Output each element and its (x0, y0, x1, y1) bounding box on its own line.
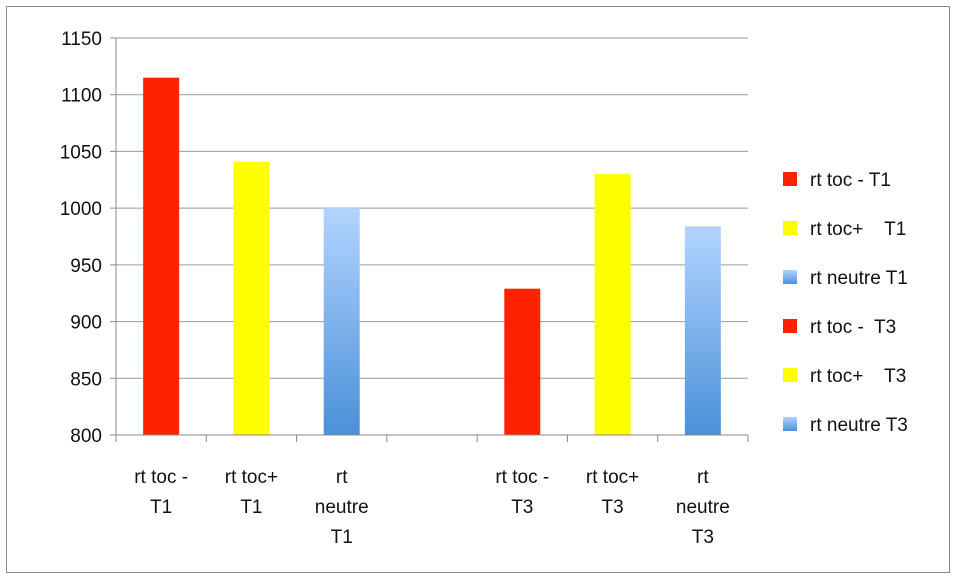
legend-swatch (783, 368, 797, 382)
legend-label: rt toc+ T1 (810, 219, 906, 240)
x-category-label: rt toc - (495, 467, 549, 488)
x-category-label: rt (336, 467, 348, 488)
x-category-label: rt (697, 467, 709, 488)
y-tick-label: 1050 (60, 142, 102, 163)
x-category-label: rt toc+ (225, 467, 278, 488)
y-tick-label: 800 (70, 426, 102, 447)
legend-label: rt toc - T1 (810, 170, 891, 191)
x-category-label: rt toc+ (586, 467, 639, 488)
y-tick-label: 1150 (61, 29, 102, 50)
bar (233, 161, 270, 435)
bar (143, 77, 180, 435)
x-category-label: neutre (676, 497, 730, 518)
legend-swatch (783, 221, 797, 235)
x-category-label: rt toc - (134, 467, 188, 488)
bar (504, 288, 541, 435)
x-category-label: T1 (331, 527, 353, 548)
legend-swatch (783, 270, 797, 284)
bar (594, 174, 631, 435)
x-category-label: T3 (601, 497, 623, 518)
legend-swatch (783, 319, 797, 333)
y-tick-label: 850 (70, 369, 102, 390)
y-tick-label: 950 (70, 256, 102, 277)
y-axis: 800 850 900 950 1000 1050 1100 1150 (60, 29, 117, 447)
x-category-label: T3 (692, 527, 714, 548)
legend-label: rt neutre T1 (810, 268, 908, 289)
legend-label: rt toc - T3 (810, 317, 896, 338)
legend-label: rt toc+ T3 (810, 366, 906, 387)
x-axis: rt toc - T1 rt toc+ T1 rt neutre T1 rt toc - T3 r… (115, 434, 749, 548)
y-tick-label: 1000 (60, 199, 102, 220)
legend: rt toc - T1 rt toc+ T1 rt neutre T1 rt toc … (783, 170, 908, 436)
y-tick-label: 900 (70, 313, 102, 334)
gridlines (116, 37, 748, 379)
x-category-label: T1 (150, 497, 172, 518)
bar (323, 208, 360, 435)
legend-swatch (783, 417, 797, 431)
x-category-label: T3 (511, 497, 533, 518)
bars (143, 77, 721, 435)
legend-label: rt neutre T3 (810, 415, 908, 436)
legend-swatch (783, 172, 797, 186)
x-category-label: T1 (240, 497, 262, 518)
bar (684, 226, 721, 435)
y-tick-label: 1100 (61, 86, 102, 107)
x-category-label: neutre (315, 497, 369, 518)
